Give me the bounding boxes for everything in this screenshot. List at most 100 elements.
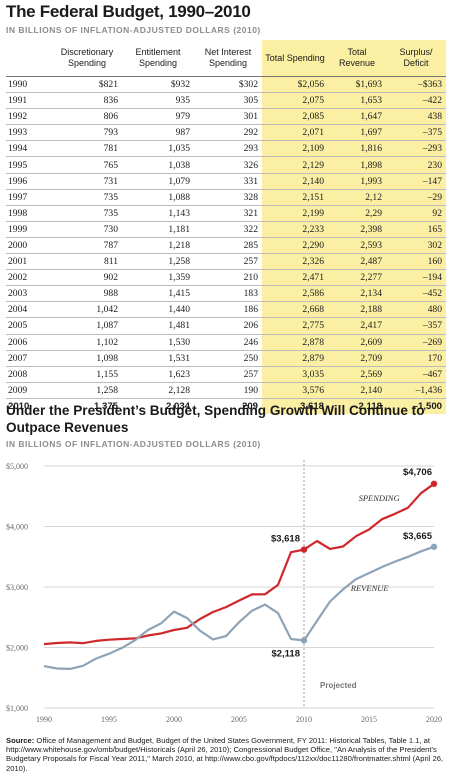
cell-surplus-deficit: –467: [386, 366, 446, 383]
label-revenue-2010: $2,118: [271, 648, 300, 659]
cell-net-interest: 322: [194, 221, 262, 238]
cell-year: 1991: [6, 92, 52, 110]
x-tick-label: 1995: [101, 715, 117, 724]
cell-total-revenue: 1,993: [328, 173, 386, 190]
cell-discretionary: 730: [52, 221, 122, 238]
cell-entitlement: 1,440: [122, 301, 194, 319]
header-surplus-deficit: Surplus/ Deficit: [386, 40, 446, 77]
cell-total-spending: 2,151: [262, 189, 328, 206]
cell-entitlement: 1,035: [122, 140, 194, 158]
cell-total-revenue: 2,134: [328, 285, 386, 303]
cell-total-revenue: 2,569: [328, 366, 386, 383]
cell-total-spending: 2,586: [262, 285, 328, 303]
cell-surplus-deficit: –1,436: [386, 382, 446, 399]
cell-surplus-deficit: –29: [386, 189, 446, 206]
cell-year: 1992: [6, 108, 52, 126]
cell-year: 2002: [6, 269, 52, 287]
cell-net-interest: 331: [194, 173, 262, 190]
cell-total-revenue: 2,277: [328, 269, 386, 287]
cell-net-interest: 209: [194, 397, 262, 414]
cell-total-spending: 2,071: [262, 124, 328, 142]
source-label: Source:: [6, 736, 35, 745]
cell-surplus-deficit: 230: [386, 156, 446, 174]
y-tick-label: $1,000: [6, 704, 28, 713]
cell-surplus-deficit: –1,500: [386, 397, 446, 414]
cell-total-spending: 2,471: [262, 269, 328, 287]
cell-total-spending: 2,129: [262, 156, 328, 174]
cell-year: 2006: [6, 334, 52, 351]
cell-discretionary: 731: [52, 173, 122, 190]
cell-total-revenue: 1,697: [328, 124, 386, 142]
cell-discretionary: 806: [52, 108, 122, 126]
cell-surplus-deficit: 170: [386, 350, 446, 367]
cell-discretionary: 1,087: [52, 317, 122, 335]
cell-total-revenue: 2,593: [328, 237, 386, 255]
cell-total-spending: $2,056: [262, 76, 328, 94]
cell-entitlement: 1,481: [122, 317, 194, 335]
cell-net-interest: 183: [194, 285, 262, 303]
cell-surplus-deficit: 480: [386, 301, 446, 319]
label-spending-2010: $3,618: [271, 534, 300, 545]
cell-entitlement: 987: [122, 124, 194, 142]
cell-net-interest: 190: [194, 382, 262, 399]
cell-total-spending: 2,199: [262, 205, 328, 222]
cell-discretionary: 988: [52, 285, 122, 303]
cell-year: 2004: [6, 301, 52, 319]
cell-entitlement: 1,359: [122, 269, 194, 287]
cell-total-spending: 2,290: [262, 237, 328, 255]
cell-entitlement: 1,038: [122, 156, 194, 174]
cell-net-interest: 321: [194, 205, 262, 222]
marker-2010-spending: [300, 546, 308, 553]
cell-discretionary: 735: [52, 205, 122, 222]
cell-surplus-deficit: 92: [386, 205, 446, 222]
cell-total-spending: 2,109: [262, 140, 328, 158]
cell-year: 1996: [6, 173, 52, 190]
cell-net-interest: 257: [194, 253, 262, 271]
table-title: The Federal Budget, 1990–2010: [6, 2, 251, 21]
header-entitlement: Entitlement Spending: [135, 47, 181, 68]
cell-entitlement: 1,623: [122, 366, 194, 383]
series-line-spending: [43, 482, 435, 646]
table-row: 1999 730 1,181 322 2,233 2,398 165: [6, 221, 446, 238]
source-note: Source: Office of Management and Budget,…: [6, 736, 446, 773]
cell-entitlement: 2,034: [122, 397, 194, 414]
cell-total-revenue: 1,816: [328, 140, 386, 158]
cell-surplus-deficit: –293: [386, 140, 446, 158]
cell-net-interest: 292: [194, 124, 262, 142]
cell-discretionary: 1,098: [52, 350, 122, 367]
table-row: 2009 1,258 2,128 190 3,576 2,140 –1,436: [6, 382, 446, 399]
cell-year: 2009: [6, 382, 52, 399]
cell-discretionary: 1,258: [52, 382, 122, 399]
cell-year: 1995: [6, 156, 52, 174]
cell-total-revenue: 1,898: [328, 156, 386, 174]
cell-year: 2001: [6, 253, 52, 271]
table-row: 1997 735 1,088 328 2,151 2,12 –29: [6, 189, 446, 206]
cell-net-interest: 328: [194, 189, 262, 206]
cell-total-revenue: 1,647: [328, 108, 386, 126]
y-tick-label: $2,000: [6, 644, 28, 653]
budget-table: Discretionary Spending Entitlement Spend…: [6, 40, 446, 414]
cell-surplus-deficit: 165: [386, 221, 446, 238]
marker-2010-revenue: [300, 637, 308, 644]
cell-surplus-deficit: –269: [386, 334, 446, 351]
cell-total-spending: 2,233: [262, 221, 328, 238]
header-total-spending: Total Spending: [262, 40, 328, 77]
table-body: 1990 $821 $932 $302 $2,056 $1,693 –$363 1991 836…: [6, 76, 446, 414]
marker-2020-revenue: [430, 543, 438, 550]
series-name-spending: SPENDING: [359, 493, 400, 503]
cell-discretionary: 781: [52, 140, 122, 158]
cell-total-spending: 2,085: [262, 108, 328, 126]
cell-net-interest: 326: [194, 156, 262, 174]
x-tick-label: 2015: [361, 715, 377, 724]
y-tick-label: $5,000: [6, 462, 28, 471]
cell-entitlement: 2,128: [122, 382, 194, 399]
cell-total-spending: 2,668: [262, 301, 328, 319]
cell-entitlement: 1,218: [122, 237, 194, 255]
header-total-revenue: Total Revenue: [328, 40, 386, 77]
table-row: 2001 811 1,258 257 2,326 2,487 160: [6, 253, 446, 271]
cell-total-revenue: 2,417: [328, 317, 386, 335]
marker-2020-spending: [430, 480, 438, 487]
table-row: 2008 1,155 1,623 257 3,035 2,569 –467: [6, 366, 446, 383]
cell-total-spending: 2,775: [262, 317, 328, 335]
cell-surplus-deficit: –452: [386, 285, 446, 303]
